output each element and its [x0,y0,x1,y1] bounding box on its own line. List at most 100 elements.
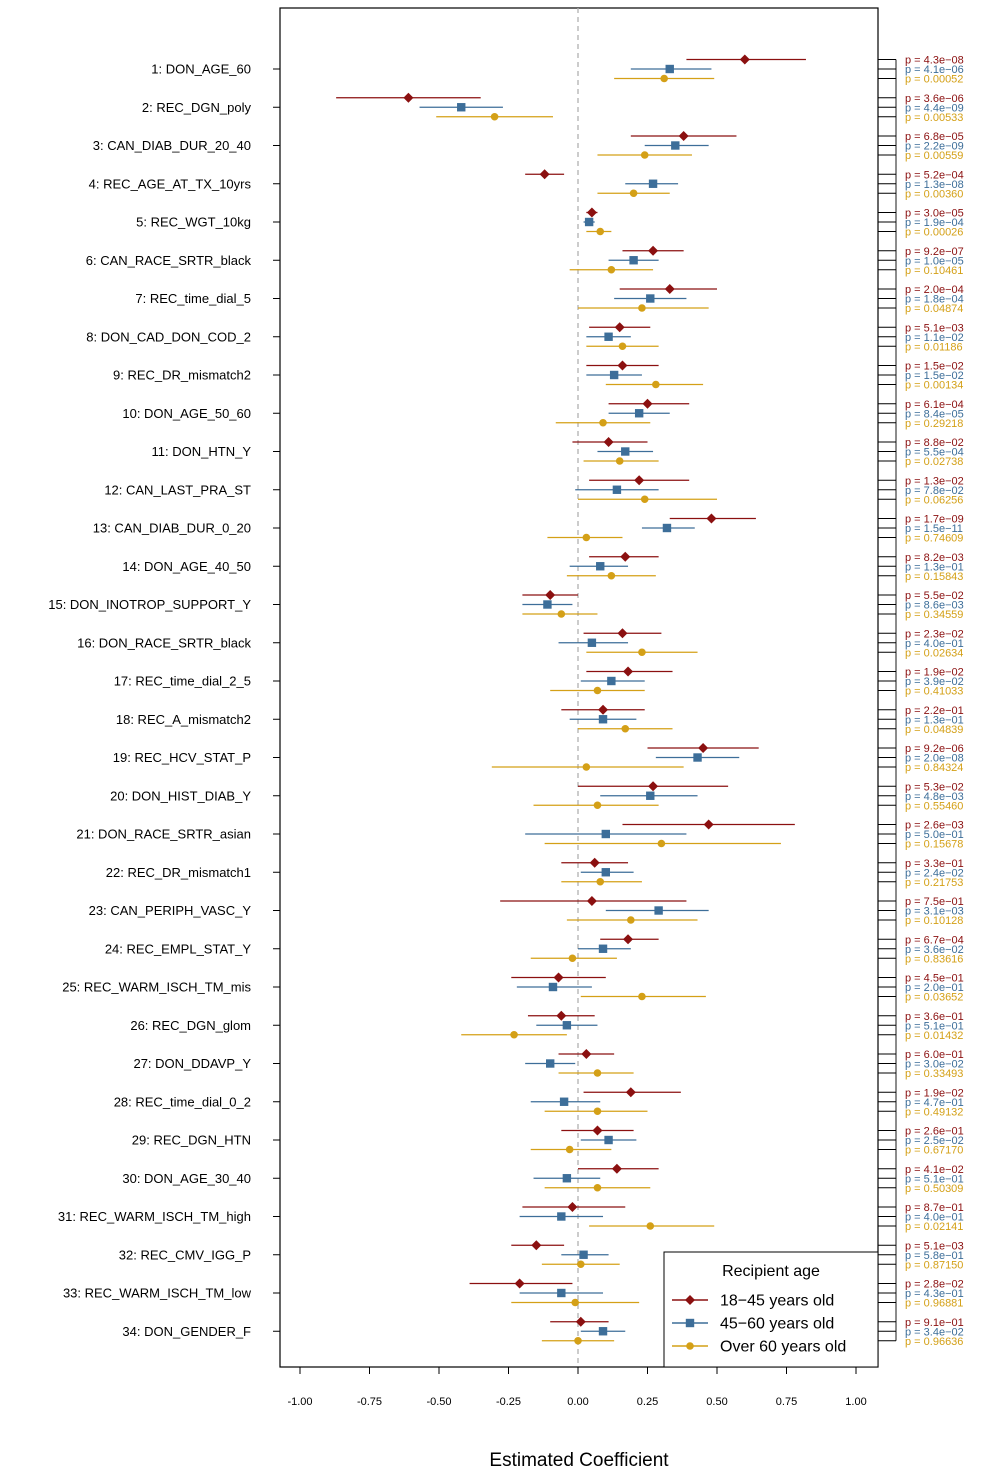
category-label: 1: DON_AGE_60 [151,62,251,77]
x-tick-label: 0.50 [706,1396,727,1408]
point-estimate-series-2 [598,715,608,724]
p-value-label: p = 5.3e−02 [905,781,964,793]
p-value-label: p = 5.1e−01 [905,1173,964,1185]
point-estimate-series-3 [582,763,591,771]
point-estimate-series-2 [596,562,605,571]
legend-marker-circle [686,1342,694,1350]
point-estimate-series-2 [607,676,616,686]
point-estimate-series-3 [593,1069,602,1077]
p-value-label: p = 0.00026 [905,227,963,239]
p-value-label: p = 4.3e−08 [905,55,964,67]
category-label: 17: REC_time_dial_2_5 [114,674,251,689]
point-estimate-series-3 [576,1260,585,1269]
p-value-label: p = 1.5e−02 [905,361,964,373]
point-estimate-series-3 [599,418,607,427]
point-estimate-series-1 [634,475,645,486]
p-value-label: p = 8.6e−03 [905,600,964,612]
category-label: 19: REC_HCV_STAT_P [113,750,251,765]
p-value-label: p = 0.15843 [905,571,963,583]
point-estimate-series-1 [598,704,609,715]
p-value-label: p = 2.8e−02 [905,1279,964,1291]
x-tick-label: -0.25 [496,1396,521,1408]
point-estimate-series-1 [617,628,628,639]
p-value-label: p = 1.1e−02 [905,332,964,344]
p-value-label: p = 0.96881 [905,1298,963,1310]
p-value-label: p = 0.74609 [905,533,963,545]
category-label: 34: DON_GENDER_F [122,1324,251,1339]
legend-entry: Over 60 years old [720,1339,846,1356]
p-value-label: p = 7.5e−01 [905,896,964,908]
p-value-label: p = 2.0e−08 [905,753,964,765]
p-value-label: p = 5.5e−04 [905,447,964,459]
p-value-label: p = 5.8e−01 [905,1250,964,1262]
point-estimate-series-1 [403,92,414,103]
category-label: 33: REC_WARM_ISCH_TM_low [63,1286,252,1301]
point-estimate-series-2 [601,829,610,839]
p-value-label: p = 6.7e−04 [905,934,964,946]
p-value-label: p = 0.21753 [905,877,963,889]
p-value-label: p = 1.0e−05 [905,255,964,267]
p-value-label: p = 0.02141 [905,1221,963,1233]
p-value-label: p = 0.01432 [905,1030,963,1042]
x-tick-label: 1.00 [845,1396,866,1408]
point-estimate-series-2 [646,294,655,303]
p-value-label: p = 0.15678 [905,839,963,851]
point-estimate-series-3 [627,916,635,924]
p-value-label: p = 4.0e−01 [905,1212,964,1224]
point-estimate-series-2 [562,1021,572,1030]
point-estimate-series-1 [698,743,709,753]
p-value-label: p = 0.06256 [905,494,963,506]
point-estimate-series-1 [575,1316,586,1327]
p-value-label: p = 5.1e−01 [905,1020,964,1032]
point-estimate-series-3 [660,74,668,83]
category-label: 6: CAN_RACE_SRTR_black [86,253,252,268]
legend-title: Recipient age [722,1263,820,1280]
point-estimate-series-2 [557,1212,566,1221]
category-label: 7: REC_time_dial_5 [135,291,251,306]
p-value-label: p = 2.0e−04 [905,284,964,296]
point-estimate-series-2 [609,370,619,380]
p-value-label: p = 3.9e−02 [905,676,964,688]
x-axis-title: Estimated Coefficient [489,1450,669,1471]
point-estimate-series-3 [571,1298,580,1307]
category-label: 12: CAN_LAST_PRA_ST [104,482,251,497]
point-estimate-series-3 [638,304,646,312]
p-value-label: p = 1.9e−02 [905,667,964,679]
point-estimate-series-1 [664,284,675,294]
category-label: 10: DON_AGE_50_60 [122,406,251,421]
p-value-label: p = 8.4e−05 [905,408,964,420]
category-label: 8: DON_CAD_DON_COD_2 [86,329,251,344]
p-value-label: p = 3.0e−05 [905,208,964,220]
point-estimate-series-2 [629,256,638,265]
p-value-label: p = 5.1e−03 [905,322,964,334]
category-label: 2: REC_DGN_poly [142,100,252,115]
plot-frame [279,7,879,1368]
point-estimate-series-3 [490,112,499,121]
point-estimate-series-2 [671,141,680,150]
category-label: 32: REC_CMV_IGG_P [119,1247,251,1262]
p-value-label: p = 1.8e−04 [905,294,964,306]
p-value-label: p = 3.6e−01 [905,1011,964,1023]
p-value-label: p = 3.6e−06 [905,93,964,105]
p-value-label: p = 1.3e−08 [905,179,964,191]
point-estimate-series-2 [587,638,597,647]
p-value-label: p = 1.3e−02 [905,475,964,487]
point-estimate-series-1 [625,1087,636,1098]
category-label: 23: CAN_PERIPH_VASC_Y [89,903,252,918]
category-label: 20: DON_HIST_DIAB_Y [110,788,251,803]
p-value-label: p = 2.4e−02 [905,867,964,879]
point-estimate-series-2 [601,868,610,877]
p-value-label: p = 0.00533 [905,112,963,124]
p-value-label: p = 0.10461 [905,265,963,277]
p-value-label: p = 6.8e−05 [905,131,964,143]
point-estimate-series-2 [457,103,466,112]
point-estimate-series-2 [621,447,630,456]
p-value-label: p = 0.00134 [905,380,963,392]
p-value-label: p = 2.0e−01 [905,982,964,994]
p-value-label: p = 8.8e−02 [905,437,964,449]
legend-marker-square [685,1318,695,1328]
point-estimate-series-3 [574,1336,582,1345]
point-estimate-series-1 [556,1010,567,1021]
p-value-label: p = 0.02634 [905,647,963,659]
x-tick-label: -0.75 [357,1396,382,1408]
